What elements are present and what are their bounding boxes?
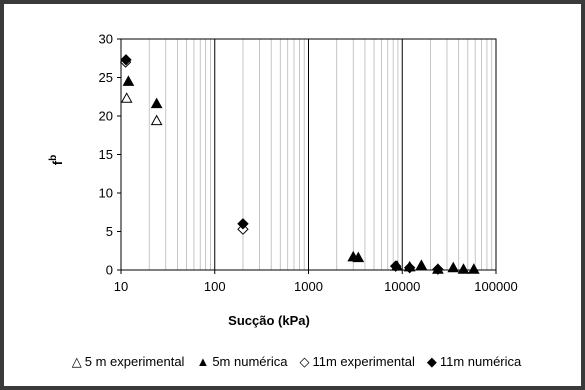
x-tick-label: 100 [204, 279, 226, 294]
y-tick-label: 0 [106, 263, 113, 278]
y-tick-label: 30 [99, 32, 113, 47]
axes [117, 38, 497, 274]
y-tick-label: 5 [106, 224, 113, 239]
filled-diamond-point [403, 261, 416, 274]
y-axis-title-f: f [50, 160, 65, 165]
filled-diamond-icon: ◆ [426, 353, 437, 369]
x-tick-label: 10000 [384, 279, 420, 294]
y-tick-label: 10 [99, 186, 113, 201]
x-tick-label: 1000 [294, 279, 323, 294]
y-tick-label: 20 [99, 109, 113, 124]
svg-text:fb: fb [48, 155, 65, 165]
y-axis-title-superscript: b [48, 155, 59, 161]
gridlines [120, 39, 497, 270]
filled-diamond-point [389, 260, 402, 272]
legend: △ 5 m experimental ▲ 5m numérica ◇ 11m e… [8, 350, 585, 372]
filled-triangle-point [415, 259, 428, 270]
filled-diamond-point [432, 263, 444, 275]
filled-triangle-point [457, 263, 470, 274]
x-tick-label: 10 [114, 279, 128, 294]
filled-triangle-point [467, 263, 480, 274]
filled-triangle-point [150, 97, 163, 109]
legend-item-5m-numerica: ▲ 5m numérica [196, 354, 287, 369]
legend-label: 5 m experimental [84, 353, 185, 369]
legend-label: 11m experimental [312, 353, 415, 369]
legend-label: 11m numérica [439, 353, 522, 369]
y-tick-label: 25 [99, 70, 113, 85]
legend-label: 5m numérica [212, 353, 288, 369]
filled-diamond-point [237, 218, 249, 230]
legend-item-5m-experimental: △ 5 m experimental [72, 354, 185, 369]
legend-item-11m-experimental: ◇ 11m experimental [299, 354, 414, 369]
filled-triangle-point [352, 251, 365, 263]
scatter-chart: 0 5 10 15 20 25 30 10 100 1000 10000 100000 Sucção … [4, 4, 581, 344]
filled-triangle-point [122, 75, 135, 86]
x-tick-label: 100000 [474, 279, 517, 294]
tick-labels: 0 5 10 15 20 25 30 10 100 1000 10000 100000 [99, 32, 518, 295]
filled-triangle-point [447, 261, 460, 273]
y-tick-label: 15 [99, 147, 113, 162]
open-diamond-icon: ◇ [299, 353, 310, 369]
open-triangle-icon: △ [71, 353, 82, 369]
legend-item-11m-numerica: ◆ 11m numérica [427, 354, 521, 369]
filled-triangle-icon: ▲ [196, 353, 210, 369]
open-triangle-point [150, 114, 163, 126]
open-triangle-point [120, 92, 133, 103]
data-points [119, 54, 480, 275]
filled-diamond-point [120, 54, 132, 66]
x-axis-title: Sucção (kPa) [228, 313, 310, 328]
y-axis-title: fb [48, 155, 65, 165]
chart-background [4, 4, 581, 344]
